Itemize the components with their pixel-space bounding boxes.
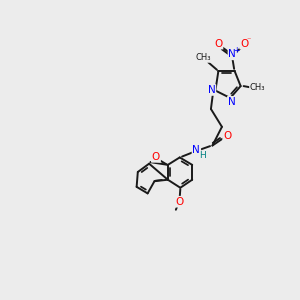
Text: H: H [199,151,206,160]
Text: +: + [233,46,239,55]
Text: CH₃: CH₃ [196,53,211,62]
Text: N: N [193,145,200,155]
Text: O: O [152,152,160,162]
Text: O: O [214,39,223,49]
Text: O: O [223,131,231,141]
Text: N: N [229,49,236,59]
Text: CH₃: CH₃ [250,83,265,92]
Text: O: O [175,197,183,207]
Text: ⁻: ⁻ [247,35,251,44]
Text: N: N [228,97,236,107]
Text: O: O [240,39,248,49]
Text: N: N [208,85,215,95]
